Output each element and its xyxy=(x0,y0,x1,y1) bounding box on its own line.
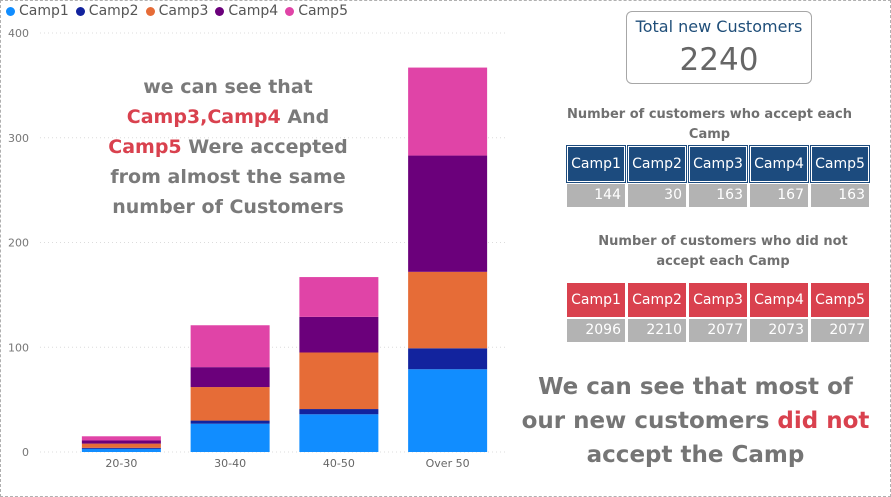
bar-segment xyxy=(299,352,379,410)
table-header-cell: Camp3 xyxy=(689,283,747,317)
chart-legend: Camp1 Camp2 Camp3 Camp4 Camp5 xyxy=(6,3,348,19)
table-value-cell: 167 xyxy=(750,184,808,207)
bar-segment xyxy=(299,409,379,415)
bar-segment xyxy=(190,387,270,421)
legend-dot-icon xyxy=(6,6,15,16)
annotation-line: we can see that xyxy=(143,76,313,98)
annotation-text: And xyxy=(280,106,330,128)
bar-segment xyxy=(81,448,161,452)
table-header-cell: Camp2 xyxy=(628,146,686,182)
legend-item-camp3[interactable]: Camp3 xyxy=(145,3,209,19)
bar-segment xyxy=(408,67,488,156)
legend-item-camp2[interactable]: Camp2 xyxy=(75,3,139,19)
kpi-value: 2240 xyxy=(679,42,759,78)
conclusion-text-part: our new customers xyxy=(521,408,778,434)
annotation-text: Were accepted xyxy=(181,136,348,158)
annotation-line: number of Customers xyxy=(112,196,344,218)
legend-label: Camp1 xyxy=(19,3,69,19)
bar-segment xyxy=(81,443,161,448)
legend-label: Camp3 xyxy=(158,3,209,19)
table-header-cell: Camp3 xyxy=(689,146,747,182)
accept-table-heading: Number of customers who accept each Camp xyxy=(566,107,853,142)
table-column: Camp2 30 xyxy=(628,146,686,207)
legend-label: Camp5 xyxy=(298,3,348,19)
table-header-cell: Camp2 xyxy=(628,283,686,317)
table-column: Camp3 2077 xyxy=(689,283,747,342)
stacked-bar-chart: 0 100 200 300 400 20-30 30-40 40-50 Over 50 xyxy=(8,27,505,470)
x-tick-label: 40-50 xyxy=(323,457,355,470)
y-tick-label: 300 xyxy=(8,132,29,145)
annotation-line: from almost the same xyxy=(110,166,346,188)
table-column: Camp4 2073 xyxy=(750,283,808,342)
table-value-cell: 2077 xyxy=(689,319,747,342)
bar-segment xyxy=(81,436,161,441)
table-header-cell: Camp4 xyxy=(750,146,808,182)
legend-dot-icon xyxy=(145,6,155,16)
bar-segment xyxy=(190,420,270,424)
bar-segment xyxy=(190,367,270,388)
table-column: Camp5 2077 xyxy=(811,283,869,342)
table-value-cell: 30 xyxy=(628,184,686,207)
legend-item-camp1[interactable]: Camp1 xyxy=(6,3,69,19)
legend-dot-icon xyxy=(75,6,85,16)
bar-segment xyxy=(299,414,379,452)
table-column: Camp1 2096 xyxy=(567,283,625,342)
x-tick-label: 20-30 xyxy=(105,457,137,470)
y-tick-label: 200 xyxy=(8,237,29,250)
table-value-cell: 163 xyxy=(689,184,747,207)
annotation-highlight: Camp3,Camp4 xyxy=(126,106,281,128)
table-header-cell: Camp1 xyxy=(567,146,625,182)
annotation-highlight: Camp5 xyxy=(108,136,182,158)
y-tick-label: 400 xyxy=(8,27,29,40)
bar-segment xyxy=(299,277,379,317)
not-accept-table-heading: Number of customers who did not accept e… xyxy=(598,234,848,269)
table-column: Camp4 167 xyxy=(750,146,808,207)
annotation-line: Camp3,Camp4 And xyxy=(78,102,378,132)
table-value-cell: 2210 xyxy=(628,319,686,342)
table-header-cell: Camp5 xyxy=(811,283,869,317)
bar-segment xyxy=(408,271,488,349)
bar-segment xyxy=(190,423,270,452)
bar-segment xyxy=(190,325,270,368)
conclusion-line: accept the Camp xyxy=(586,442,805,468)
table-value-cell: 163 xyxy=(811,184,869,207)
conclusion-highlight: did not xyxy=(777,408,870,434)
legend-item-camp5[interactable]: Camp5 xyxy=(285,3,348,19)
table-column: Camp2 2210 xyxy=(628,283,686,342)
table-header-cell: Camp1 xyxy=(567,283,625,317)
legend-label: Camp2 xyxy=(88,3,139,19)
kpi-card: Total new Customers 2240 xyxy=(626,11,812,84)
bar-segment xyxy=(408,155,488,272)
table-column: Camp5 163 xyxy=(811,146,869,207)
table-column: Camp3 163 xyxy=(689,146,747,207)
x-tick-label: Over 50 xyxy=(426,457,470,470)
conclusion-line: We can see that most of xyxy=(538,374,853,400)
kpi-title: Total new Customers xyxy=(635,17,803,36)
table-column: Camp1 144 xyxy=(567,146,625,207)
bar-segment xyxy=(299,316,379,353)
table-value-cell: 144 xyxy=(567,184,625,207)
legend-dot-icon xyxy=(215,6,225,16)
bar-segment xyxy=(408,369,488,452)
conclusion-line: our new customers did not xyxy=(518,404,873,438)
annotation-line: Camp5 Were accepted xyxy=(78,132,378,162)
y-tick-label: 100 xyxy=(8,341,29,354)
bar-segment xyxy=(81,447,161,449)
table-header-cell: Camp5 xyxy=(811,146,869,182)
table-value-cell: 2073 xyxy=(750,319,808,342)
legend-dot-icon xyxy=(285,6,295,16)
conclusion-text: We can see that most of our new customer… xyxy=(518,370,873,472)
accept-table: Camp1 144 Camp2 30 Camp3 163 Camp4 167 Camp5… xyxy=(567,146,869,207)
legend-label: Camp4 xyxy=(228,3,279,19)
bar-segment xyxy=(408,348,488,370)
table-value-cell: 2096 xyxy=(567,319,625,342)
x-tick-label: 30-40 xyxy=(214,457,246,470)
not-accept-table: Camp1 2096 Camp2 2210 Camp3 2077 Camp4 2073 … xyxy=(567,283,869,342)
legend-item-camp4[interactable]: Camp4 xyxy=(215,3,278,19)
chart-annotation: we can see that Camp3,Camp4 And Camp5 We… xyxy=(78,72,378,222)
table-value-cell: 2077 xyxy=(811,319,869,342)
bar-segment xyxy=(81,440,161,444)
y-tick-label: 0 xyxy=(22,446,29,459)
table-header-cell: Camp4 xyxy=(750,283,808,317)
